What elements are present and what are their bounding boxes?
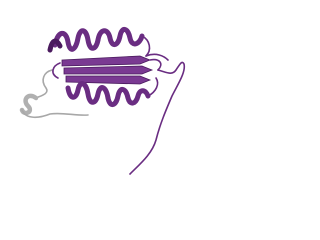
protein-structure <box>19 27 186 175</box>
page <box>19 27 186 175</box>
coil <box>147 77 159 97</box>
helix <box>95 27 145 47</box>
strand <box>65 75 152 85</box>
gray-coil <box>35 69 53 99</box>
bottom-helices <box>65 81 151 107</box>
helix <box>47 38 63 53</box>
coil <box>145 53 169 61</box>
beta-sheet <box>52 55 162 85</box>
tail <box>129 61 186 175</box>
helix <box>105 87 151 107</box>
coil <box>149 58 162 71</box>
tails <box>129 53 186 175</box>
gray-helix <box>19 93 39 116</box>
strand <box>63 65 154 75</box>
gray-coil <box>21 109 89 119</box>
helix <box>52 28 101 52</box>
gray-region <box>19 69 89 119</box>
coil <box>52 62 61 79</box>
coil <box>141 35 151 57</box>
helix <box>65 81 111 105</box>
strand <box>61 55 152 67</box>
top-helices <box>47 27 151 57</box>
